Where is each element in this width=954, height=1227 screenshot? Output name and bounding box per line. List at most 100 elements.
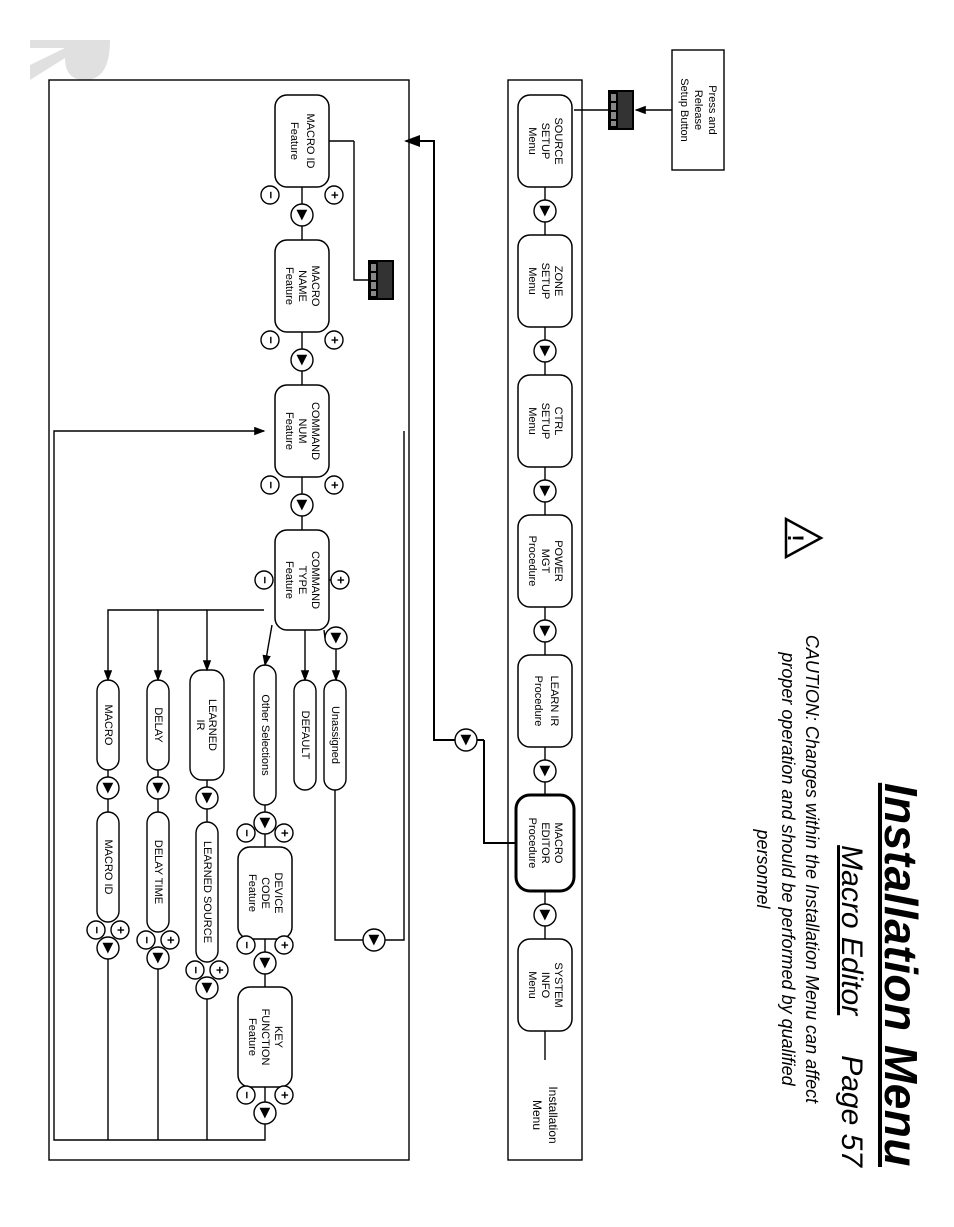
svg-text:IR: IR — [194, 720, 206, 731]
node-macro-editor: MACRO EDITOR Procedure — [516, 795, 574, 891]
svg-text:▶: ▶ — [296, 354, 311, 366]
svg-text:Press and: Press and — [706, 85, 718, 135]
pill-default: DEFAULT — [294, 680, 316, 790]
svg-text:+: + — [114, 926, 129, 934]
svg-text:Setup Button: Setup Button — [678, 78, 690, 142]
svg-text:+: + — [328, 336, 343, 344]
keypad-icon — [608, 90, 634, 130]
right-arrow-btn: ▶ — [534, 200, 556, 222]
svg-text:Procedure: Procedure — [532, 676, 544, 727]
svg-text:+: + — [278, 829, 293, 837]
pill-macro-id: MACRO ID — [97, 812, 119, 922]
svg-text:−: − — [240, 1091, 255, 1099]
svg-text:▶: ▶ — [152, 782, 167, 794]
node-device-code: DEVICE CODE Feature — [238, 847, 292, 939]
svg-text:▶: ▶ — [152, 952, 167, 964]
node-macro-id: MACRO ID Feature — [275, 95, 329, 187]
svg-text:Menu: Menu — [526, 407, 538, 435]
node-command-num: COMMAND NUM Feature — [275, 385, 329, 477]
svg-text:EDITOR: EDITOR — [539, 822, 551, 863]
svg-text:MGT: MGT — [539, 549, 551, 574]
svg-text:−: − — [264, 481, 279, 489]
pill-other: Other Selections — [254, 665, 276, 805]
svg-text:▶: ▶ — [259, 817, 274, 829]
svg-text:KEY: KEY — [272, 1026, 284, 1049]
svg-text:SETUP: SETUP — [539, 123, 551, 160]
pill-delay: DELAY — [147, 680, 169, 770]
svg-text:CODE: CODE — [259, 877, 271, 909]
svg-text:▶: ▶ — [259, 1107, 274, 1119]
svg-text:NAME: NAME — [296, 270, 308, 302]
page-header: Installation Menu Macro Editor Page 57 — [834, 783, 928, 1167]
svg-text:Release: Release — [692, 90, 704, 130]
svg-text:+: + — [334, 576, 349, 584]
svg-text:Unassigned: Unassigned — [329, 706, 341, 764]
pill-learned-source: LEARNED SOURCE — [196, 822, 218, 962]
svg-text:ZONE: ZONE — [552, 266, 564, 297]
svg-text:▶: ▶ — [201, 792, 216, 804]
svg-text:MACRO ID: MACRO ID — [102, 840, 114, 895]
svg-text:−: − — [264, 336, 279, 344]
svg-text:−: − — [90, 926, 105, 934]
node-system-info: SYSTEM INFO Menu — [518, 939, 572, 1031]
svg-text:TYPE: TYPE — [296, 566, 308, 595]
svg-text:MACRO: MACRO — [309, 266, 321, 307]
pill-delay-time: DELAY TIME — [147, 812, 169, 932]
svg-text:Feature: Feature — [283, 267, 295, 305]
page-number: Page 57 — [834, 1055, 868, 1167]
svg-text:▶: ▶ — [539, 345, 554, 357]
svg-text:Menu: Menu — [526, 971, 538, 999]
svg-text:DELAY TIME: DELAY TIME — [152, 840, 164, 904]
svg-text:!: ! — [783, 534, 808, 541]
svg-text:▶: ▶ — [330, 632, 345, 644]
svg-text:INFO: INFO — [539, 972, 551, 999]
svg-text:▶: ▶ — [539, 765, 554, 777]
svg-text:COMMAND: COMMAND — [309, 551, 321, 609]
svg-text:−: − — [189, 966, 204, 974]
svg-text:MACRO ID: MACRO ID — [304, 114, 316, 169]
svg-text:CTRL: CTRL — [552, 407, 564, 436]
svg-text:Other Selections: Other Selections — [259, 694, 271, 776]
svg-text:LEARN IR: LEARN IR — [548, 676, 560, 727]
svg-text:−: − — [264, 191, 279, 199]
svg-text:Menu: Menu — [526, 267, 538, 295]
svg-text:Feature: Feature — [246, 1018, 258, 1056]
svg-text:+: + — [213, 966, 228, 974]
svg-text:Menu: Menu — [530, 1100, 544, 1130]
svg-text:DELAY: DELAY — [152, 707, 164, 743]
svg-text:−: − — [240, 941, 255, 949]
svg-text:SOURCE: SOURCE — [552, 117, 564, 164]
svg-text:▶: ▶ — [296, 499, 311, 511]
node-macro-name: MACRO NAME Feature — [275, 240, 329, 332]
caution-line3: personnel — [753, 829, 773, 908]
pill-unassigned: Unassigned — [324, 680, 346, 790]
svg-text:DEFAULT: DEFAULT — [299, 711, 311, 760]
svg-text:FUNCTION: FUNCTION — [259, 1009, 271, 1066]
svg-text:MACRO: MACRO — [102, 705, 114, 746]
svg-text:SETUP: SETUP — [539, 263, 551, 300]
svg-text:▶: ▶ — [539, 625, 554, 637]
svg-text:Menu: Menu — [526, 127, 538, 155]
svg-text:LEARNED SOURCE: LEARNED SOURCE — [201, 841, 213, 943]
node-ctrl-setup: CTRL SETUP Menu — [518, 375, 572, 467]
svg-text:▶: ▶ — [296, 209, 311, 221]
node-learn-ir: LEARN IR Procedure — [518, 655, 572, 747]
node-power-mgt: POWER MGT Procedure — [518, 515, 572, 607]
svg-text:Feature: Feature — [283, 412, 295, 450]
svg-text:Procedure: Procedure — [526, 536, 538, 587]
svg-text:DEVICE: DEVICE — [272, 873, 284, 914]
svg-text:Installation: Installation — [546, 1086, 560, 1143]
caution-line1: CAUTION: Changes within the Installation… — [802, 635, 822, 1103]
svg-text:▶: ▶ — [460, 734, 475, 746]
svg-text:▶: ▶ — [539, 909, 554, 921]
svg-text:▶: ▶ — [102, 942, 117, 954]
svg-text:▶: ▶ — [201, 982, 216, 994]
svg-text:Feature: Feature — [246, 874, 258, 912]
svg-text:▶: ▶ — [368, 934, 383, 946]
svg-text:−: − — [140, 936, 155, 944]
svg-text:LEARNED: LEARNED — [206, 699, 218, 751]
caution-line2: proper operation and should be performed… — [778, 652, 798, 1085]
svg-text:−: − — [258, 576, 273, 584]
pill-learned-ir: LEARNED IR — [190, 670, 224, 780]
svg-text:+: + — [328, 481, 343, 489]
